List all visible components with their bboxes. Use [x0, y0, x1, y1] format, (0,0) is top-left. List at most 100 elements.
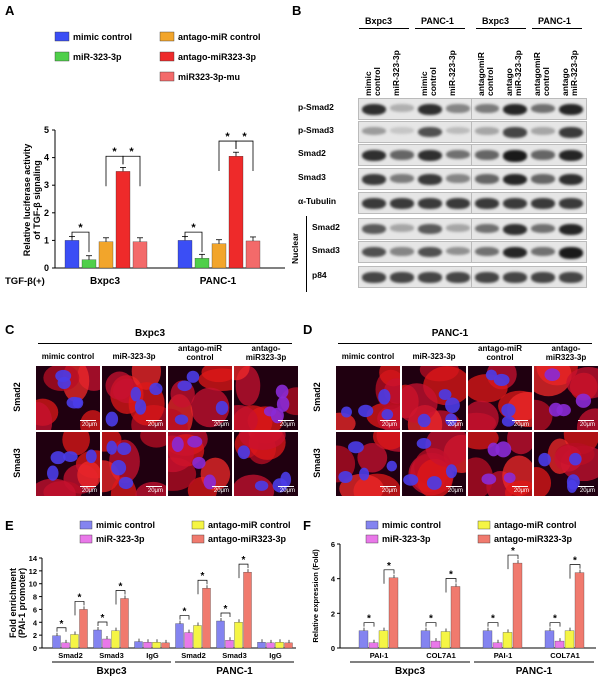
blot-lane-label: antago miR-323-3p [504, 50, 523, 96]
sig-star: * [191, 222, 196, 234]
nucleus-signal [47, 465, 59, 481]
legend-label: miR-323-3p [73, 52, 122, 62]
sig-star: * [201, 571, 205, 582]
blot-band [390, 127, 414, 134]
bar [378, 630, 389, 649]
scale-bar [446, 486, 462, 487]
scale-bar [278, 486, 294, 487]
panel-letter-e: E [5, 518, 14, 533]
sig-bracket [549, 622, 561, 627]
microscopy-image: 20μm [168, 432, 232, 496]
legend-swatch [191, 534, 205, 544]
scale-bar-label: 20μm [213, 488, 229, 494]
blot-band [362, 272, 386, 283]
nucleus-signal [445, 413, 457, 427]
nucleus-signal [105, 411, 119, 427]
y-tick-label: 4 [331, 575, 336, 584]
bar [70, 634, 79, 649]
bar [98, 241, 114, 269]
bar [132, 241, 148, 269]
sig-star: * [78, 592, 82, 603]
scale-bar [380, 486, 396, 487]
sig-bracket [507, 554, 519, 570]
bar [134, 641, 143, 649]
blot-band [390, 224, 414, 232]
scale-bar-label: 20μm [579, 422, 595, 428]
group-underline [532, 28, 582, 29]
bar [512, 562, 523, 649]
fluorescence-image [234, 366, 298, 430]
sig-star: * [387, 561, 391, 572]
sig-bracket [487, 622, 499, 627]
category-label: Bxpc3 [90, 276, 120, 287]
scale-bar-label: 20μm [513, 422, 529, 428]
y-tick-label: 2 [44, 208, 49, 218]
blot-band [446, 174, 470, 183]
nucleus-signal [117, 442, 132, 456]
bar [79, 609, 88, 649]
sig-star: * [119, 582, 123, 593]
bar [234, 622, 243, 649]
blot-strip [471, 98, 587, 120]
blot-band [475, 174, 499, 184]
blot-band [362, 224, 386, 234]
legend-label: mimic control [382, 520, 441, 530]
y-tick-label: 0 [33, 644, 37, 653]
blot-band [559, 174, 583, 186]
nucleus-signal [272, 478, 288, 493]
legend-swatch [159, 51, 175, 62]
legend-label: miR323-3p-mu [178, 72, 240, 82]
nucleus-signal [438, 389, 452, 400]
blot-band [503, 224, 527, 236]
fluorescence-image [403, 432, 466, 496]
y-tick-label: 4 [33, 618, 38, 627]
blot-band [559, 104, 583, 116]
bar [358, 630, 369, 649]
sig-star: * [78, 222, 83, 234]
sig-bracket [56, 627, 67, 632]
bar [502, 632, 513, 649]
panel-letter-d: D [303, 322, 313, 337]
bar [257, 642, 266, 649]
sig-star: * [491, 614, 495, 625]
microscopy-column-label: miR-323-3p [112, 352, 156, 361]
bar [61, 642, 70, 649]
blot-lane-label: mimic control [363, 67, 382, 96]
bar [120, 598, 129, 649]
legend-label: antago-miR control [208, 520, 291, 530]
nucleus-signal [417, 413, 431, 428]
sig-star: * [553, 614, 557, 625]
scale-bar-label: 20μm [147, 422, 163, 428]
blot-band [418, 174, 442, 185]
nucleus-signal [192, 456, 206, 469]
blot-group-label: PANC-1 [421, 16, 454, 26]
category-label: IgG [269, 651, 282, 660]
microscopy-image: 20μm [336, 366, 400, 430]
nuclear-bracket [306, 216, 307, 292]
cytoplasm-signal [238, 432, 286, 450]
scale-bar [578, 420, 594, 421]
panel-letter-a: A [5, 3, 15, 18]
blot-band [418, 224, 442, 234]
blot-lane-label: miR-323-3p [391, 50, 401, 96]
nucleus-signal [186, 370, 200, 383]
cell-line-label: Bxpc3 [395, 666, 425, 677]
bar [111, 630, 120, 649]
bar [81, 259, 97, 269]
title-underline [338, 343, 592, 344]
blot-band [559, 150, 583, 162]
sig-star: * [573, 556, 577, 567]
blot-band [418, 198, 442, 209]
cytoplasm-signal [77, 461, 100, 489]
blot-band [446, 150, 470, 160]
y-tick-label: 0 [331, 644, 335, 653]
blot-band [362, 247, 386, 258]
microscopy-column-label: antago- miR323-3p [545, 344, 587, 362]
nucleus-signal [416, 438, 432, 449]
blot-band [390, 150, 414, 160]
legend-swatch [54, 31, 70, 42]
bar [102, 638, 111, 649]
microscopy-image: 20μm [468, 432, 532, 496]
fluorescence-image [468, 432, 532, 496]
cytoplasm-signal [402, 383, 438, 423]
